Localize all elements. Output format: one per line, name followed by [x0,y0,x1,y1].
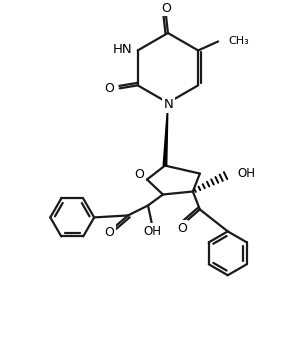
Text: O: O [134,168,144,181]
Text: CH₃: CH₃ [228,37,249,46]
Text: OH: OH [143,225,161,238]
Polygon shape [163,103,168,166]
Text: O: O [161,2,171,15]
Text: O: O [177,222,187,235]
Text: N: N [164,98,174,111]
Text: HN: HN [113,43,133,56]
Text: O: O [104,82,114,95]
Text: O: O [104,226,114,239]
Text: OH: OH [238,167,256,180]
